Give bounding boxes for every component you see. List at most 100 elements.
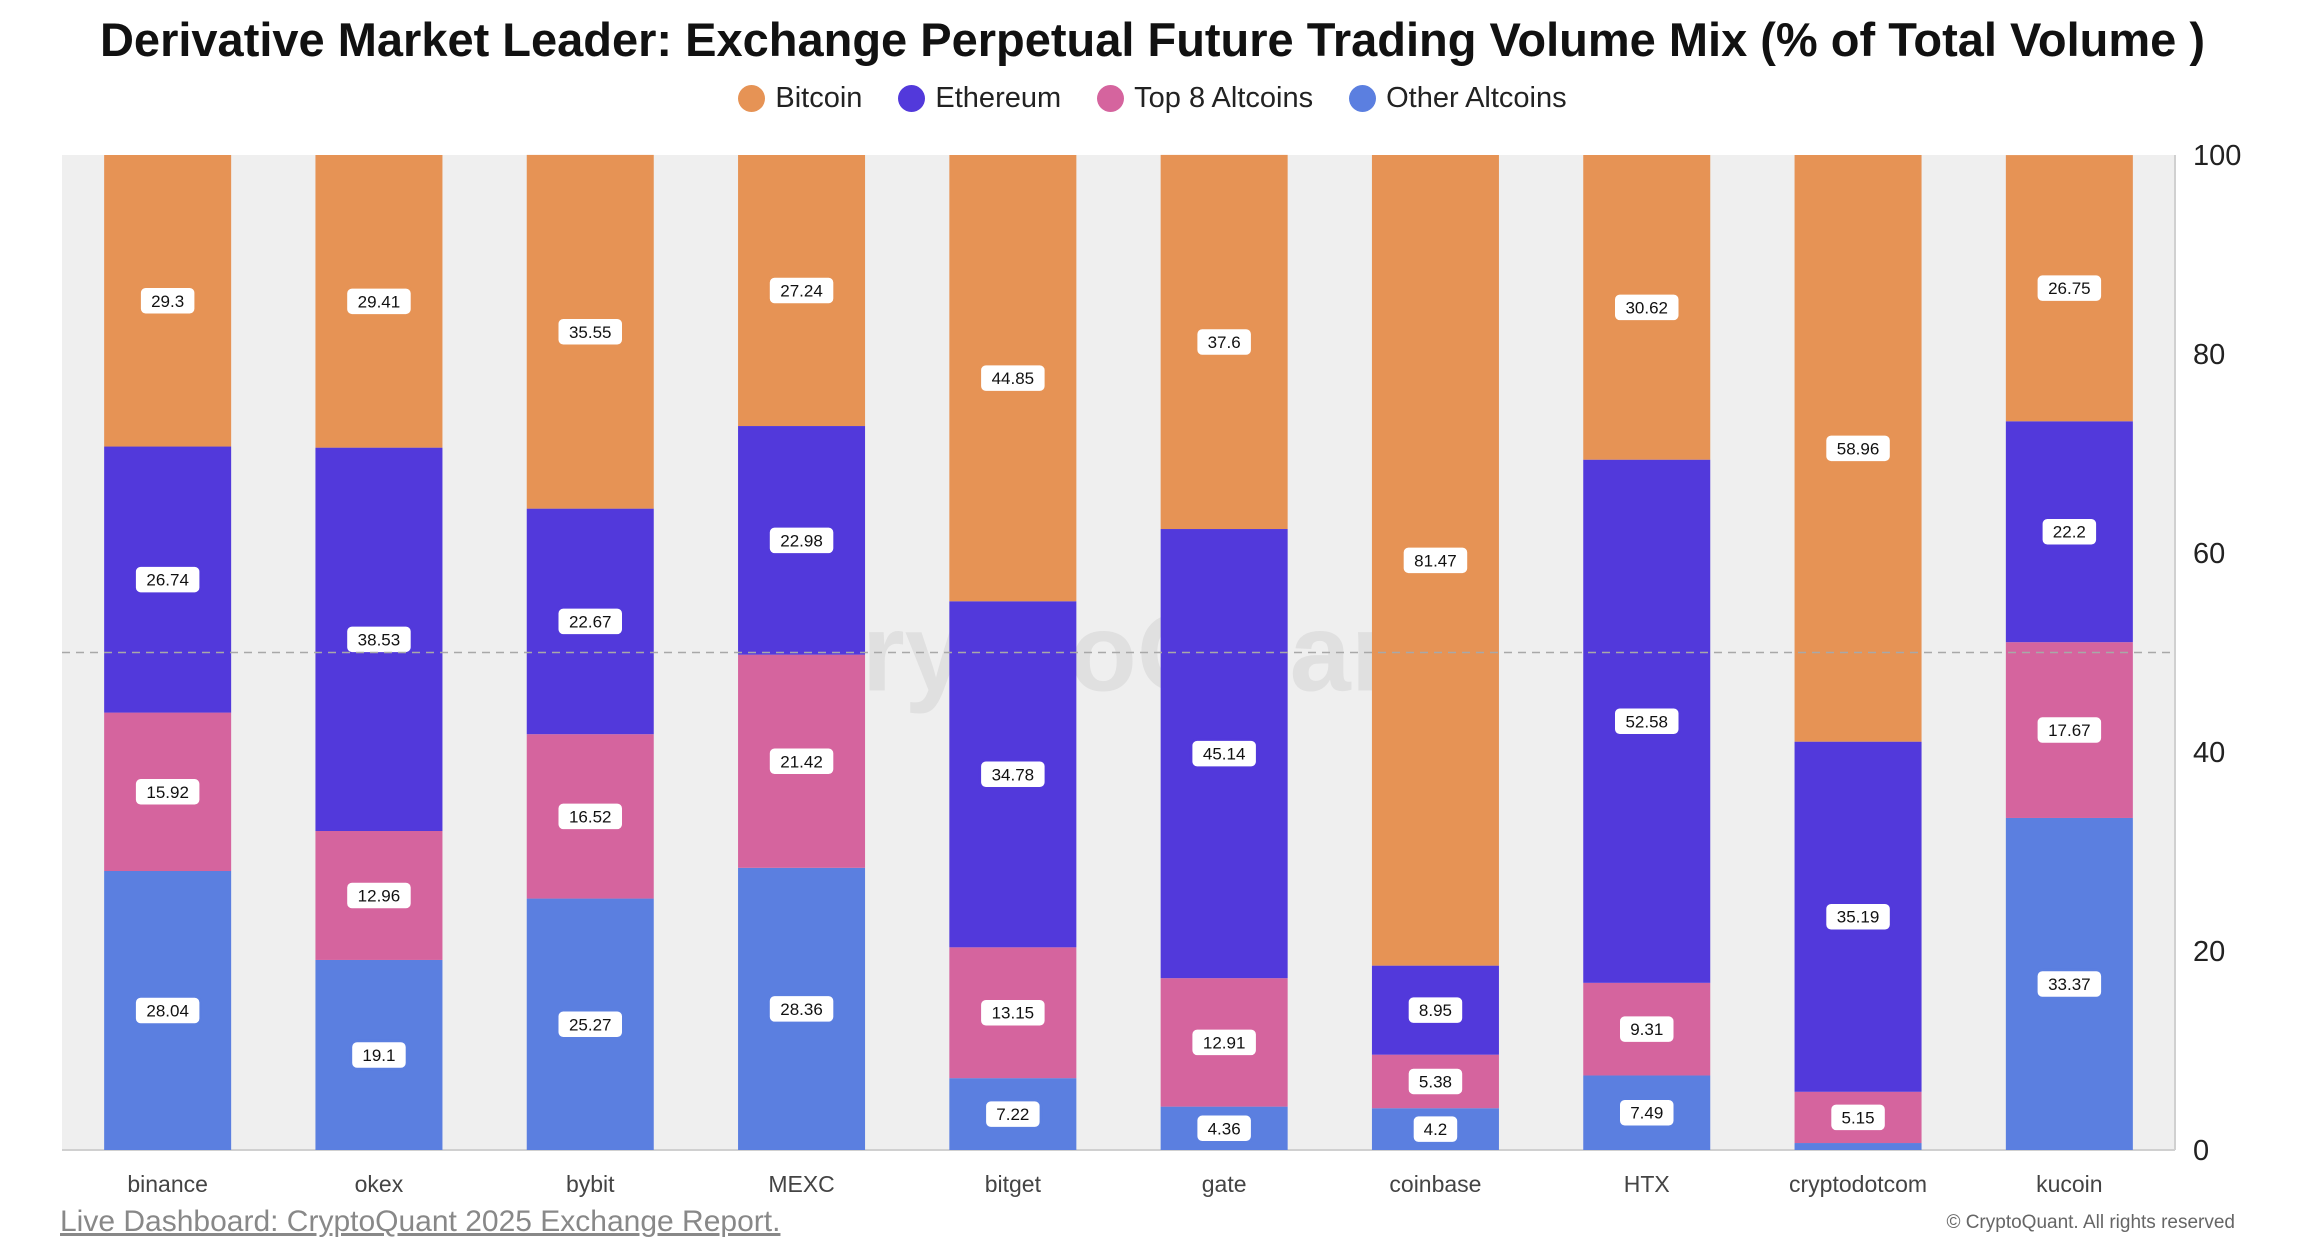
data-label-box — [2035, 272, 2104, 304]
data-label: 25.27 — [569, 1015, 612, 1034]
legend-label-other-altcoins: Other Altcoins — [1386, 82, 1567, 114]
data-label: 35.19 — [1837, 908, 1880, 927]
data-label-box — [1189, 1027, 1259, 1058]
data-label-box — [556, 801, 625, 832]
data-label-box — [1828, 1102, 1888, 1133]
data-label-box — [556, 606, 625, 637]
legend-label-top-8-altcoins: Top 8 Altcoins — [1134, 82, 1314, 114]
data-label: 12.91 — [1203, 1033, 1246, 1052]
legend-item-other-altcoins[interactable]: Other Altcoins — [1349, 82, 1567, 115]
data-label-box — [556, 1009, 625, 1040]
data-label-box — [1406, 1066, 1465, 1097]
dashboard-link[interactable]: Live Dashboard: CryptoQuant 2025 Exchang… — [60, 1205, 781, 1238]
data-label-box — [983, 1098, 1043, 1130]
copyright-text: © CryptoQuant. All rights reserved — [1946, 1212, 2235, 1233]
data-label: 29.3 — [151, 292, 184, 311]
data-label: 7.49 — [1630, 1104, 1663, 1123]
data-label: 28.04 — [146, 1002, 189, 1021]
data-label-box — [1194, 326, 1254, 358]
data-label: 22.67 — [569, 612, 612, 631]
data-label-box — [344, 880, 414, 911]
data-label-box — [767, 275, 836, 306]
data-label: 81.47 — [1414, 551, 1457, 570]
data-label-box — [2035, 714, 2104, 746]
data-label-box — [1401, 545, 1470, 576]
data-label: 27.24 — [780, 282, 823, 301]
data-label-box — [1411, 1113, 1460, 1145]
data-label: 52.58 — [1625, 712, 1668, 731]
x-tick-label: cryptodotcom — [1789, 1171, 1927, 1197]
x-tick-label: bybit — [566, 1171, 615, 1197]
data-label: 28.36 — [780, 1000, 823, 1019]
data-label-box — [767, 525, 836, 556]
data-label-box — [349, 1039, 409, 1071]
data-label: 16.52 — [569, 807, 612, 826]
data-label: 13.15 — [992, 1004, 1035, 1023]
data-label: 45.14 — [1203, 745, 1246, 764]
x-tick-label: bitget — [985, 1171, 1042, 1197]
x-tick-label: binance — [127, 1171, 208, 1197]
legend-swatch-bitcoin — [738, 85, 766, 112]
x-tick-label: coinbase — [1389, 1171, 1481, 1197]
x-tick-label: gate — [1202, 1171, 1247, 1197]
data-label-box — [1189, 738, 1259, 769]
y-tick-label: 40 — [2193, 737, 2225, 769]
data-label-box — [138, 285, 197, 317]
data-label-box — [978, 997, 1048, 1028]
data-label: 26.75 — [2048, 279, 2091, 298]
data-label: 17.67 — [2048, 721, 2091, 740]
legend: Bitcoin Ethereum Top 8 Altcoins Other Altco… — [0, 82, 2305, 115]
data-label-box — [2040, 516, 2099, 547]
data-label-box — [978, 362, 1048, 394]
y-tick-label: 80 — [2193, 339, 2225, 371]
y-tick-label: 60 — [2193, 538, 2225, 570]
data-label: 33.37 — [2048, 975, 2091, 994]
data-label-box — [1194, 1113, 1254, 1144]
data-label-box — [1617, 1097, 1676, 1128]
data-label-box — [1617, 1013, 1676, 1045]
legend-label-bitcoin: Bitcoin — [775, 82, 863, 114]
x-tick-label: kucoin — [2036, 1171, 2102, 1197]
data-label: 8.95 — [1419, 1001, 1452, 1020]
data-label-box — [1612, 292, 1681, 323]
data-label-box — [133, 564, 202, 595]
data-label: 7.22 — [996, 1105, 1029, 1124]
data-label: 9.31 — [1630, 1020, 1663, 1039]
data-label-box — [133, 776, 202, 808]
legend-label-ethereum: Ethereum — [935, 82, 1062, 114]
data-label-box — [1823, 901, 1893, 932]
legend-item-bitcoin[interactable]: Bitcoin — [738, 82, 862, 115]
legend-item-ethereum[interactable]: Ethereum — [898, 82, 1061, 115]
data-label-box — [1406, 994, 1465, 1026]
data-label: 35.55 — [569, 323, 612, 342]
data-label: 21.42 — [780, 752, 823, 771]
y-tick-label: 100 — [2193, 140, 2241, 172]
legend-swatch-other-altcoins — [1349, 85, 1377, 112]
data-label: 15.92 — [146, 783, 189, 802]
data-label: 29.41 — [358, 292, 401, 311]
x-tick-label: MEXC — [768, 1171, 834, 1197]
data-label: 12.96 — [358, 886, 401, 905]
legend-swatch-ethereum — [898, 85, 926, 112]
data-label-box — [2035, 968, 2104, 1000]
data-label-box — [133, 995, 202, 1026]
data-label: 38.53 — [358, 630, 401, 649]
chart-plot: 020406080100CryptoQuant28.0415.9226.7429… — [62, 140, 2241, 1200]
data-label: 34.78 — [992, 765, 1035, 784]
x-tick-label: okex — [355, 1171, 404, 1197]
bar-segment-other-altcoins — [1794, 1143, 1922, 1150]
data-label-box — [1612, 706, 1681, 737]
legend-item-top-8-altcoins[interactable]: Top 8 Altcoins — [1097, 82, 1313, 115]
data-label-box — [344, 286, 414, 317]
data-label: 5.38 — [1419, 1072, 1452, 1091]
data-label: 22.2 — [2053, 523, 2086, 542]
data-label: 26.74 — [146, 571, 189, 590]
data-label: 58.96 — [1837, 439, 1880, 458]
data-label: 30.62 — [1625, 298, 1668, 317]
y-tick-label: 20 — [2193, 936, 2225, 968]
data-label-box — [767, 993, 836, 1025]
data-label: 5.15 — [1842, 1108, 1875, 1127]
data-label: 22.98 — [780, 531, 823, 550]
x-tick-label: HTX — [1624, 1171, 1670, 1197]
data-label: 4.2 — [1424, 1120, 1448, 1139]
